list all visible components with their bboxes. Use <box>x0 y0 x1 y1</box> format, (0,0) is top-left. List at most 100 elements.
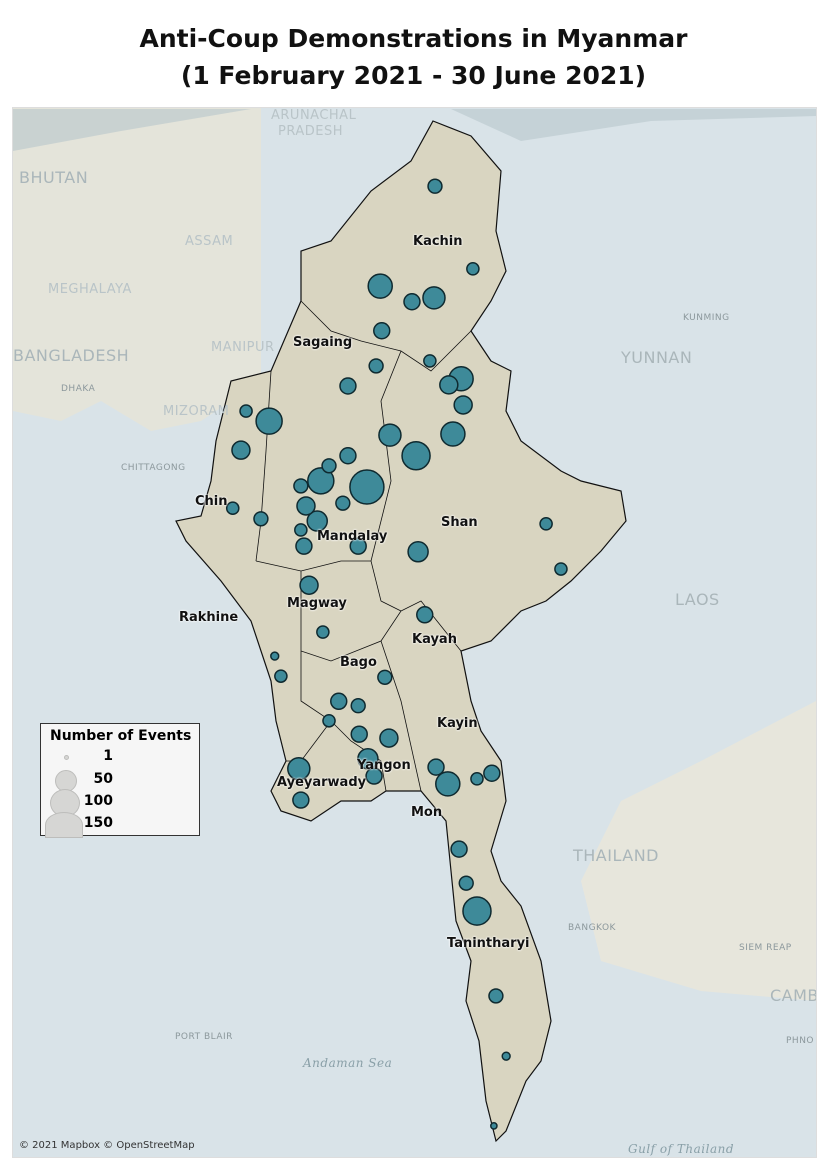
event-bubble[interactable] <box>439 375 459 395</box>
label-bangladesh: BANGLADESH <box>13 346 130 365</box>
region-label-ayeyarwady: Ayeyarwady <box>277 775 367 790</box>
event-bubble[interactable] <box>466 262 480 276</box>
event-bubble[interactable] <box>458 875 474 891</box>
himalaya-relief <box>13 109 816 151</box>
event-bubble[interactable] <box>539 517 553 531</box>
event-bubble[interactable] <box>488 988 504 1004</box>
size-legend: Number of Events 1 50 100 150 <box>40 723 200 838</box>
event-bubble[interactable] <box>379 728 399 748</box>
event-bubble[interactable] <box>255 407 283 435</box>
label-siem-reap: SIEM REAP <box>739 943 792 953</box>
event-bubble[interactable] <box>501 1051 511 1061</box>
map-title: Anti-Coup Demonstrations in Myanmar (1 F… <box>0 20 827 94</box>
event-bubble[interactable] <box>373 322 391 340</box>
event-bubble[interactable] <box>330 692 348 710</box>
label-assam: ASSAM <box>185 234 234 249</box>
event-bubble[interactable] <box>435 771 461 797</box>
map-canvas[interactable]: BHUTAN ARUNACHAL PRADESH ASSAM MEGHALAYA… <box>12 107 817 1158</box>
event-bubble[interactable] <box>270 651 280 661</box>
region-label-kachin: Kachin <box>413 234 463 249</box>
event-bubble[interactable] <box>554 562 568 576</box>
event-bubble[interactable] <box>416 606 434 624</box>
event-bubble[interactable] <box>422 286 446 310</box>
region-label-kayin: Kayin <box>437 716 478 731</box>
event-bubble[interactable] <box>321 458 337 474</box>
region-label-bago: Bago <box>340 655 377 670</box>
event-bubble[interactable] <box>307 467 335 495</box>
event-bubble[interactable] <box>427 758 445 776</box>
event-bubble[interactable] <box>293 478 309 494</box>
legend-value-50: 50 <box>93 771 113 787</box>
event-bubble[interactable] <box>470 772 484 786</box>
event-bubble[interactable] <box>231 440 251 460</box>
event-bubble[interactable] <box>253 511 269 527</box>
region-label-mon: Mon <box>411 805 443 820</box>
event-bubble[interactable] <box>368 358 384 374</box>
event-bubble[interactable] <box>350 725 368 743</box>
legend-title: Number of Events <box>50 728 192 744</box>
region-label-sagaing: Sagaing <box>293 335 353 350</box>
event-bubble[interactable] <box>349 537 367 555</box>
land-region-west <box>13 108 261 431</box>
region-label-kayah: Kayah <box>412 632 457 647</box>
region-label-rakhine: Rakhine <box>179 610 239 625</box>
event-bubble[interactable] <box>423 354 437 368</box>
label-bangkok: BANGKOK <box>568 923 616 933</box>
label-kunming: KUNMING <box>683 313 730 323</box>
label-chittagong: CHITTAGONG <box>121 463 186 473</box>
label-phnom-penh: PHNO <box>786 1036 815 1046</box>
event-bubble[interactable] <box>292 791 310 809</box>
event-bubble[interactable] <box>299 575 319 595</box>
event-bubble[interactable] <box>296 496 316 516</box>
event-bubble[interactable] <box>306 510 328 532</box>
event-bubble[interactable] <box>339 377 357 395</box>
event-bubble[interactable] <box>295 537 313 555</box>
title-line-2: (1 February 2021 - 30 June 2021) <box>180 61 647 90</box>
event-bubble[interactable] <box>403 293 421 311</box>
event-bubble[interactable] <box>294 523 308 537</box>
event-bubble[interactable] <box>427 178 443 194</box>
region-label-yangon: Yangon <box>357 758 411 773</box>
event-bubble[interactable] <box>322 714 336 728</box>
label-cambodia: CAMB <box>770 986 817 1005</box>
event-bubble[interactable] <box>367 273 393 299</box>
region-label-chin: Chin <box>195 494 228 509</box>
event-bubble[interactable] <box>239 404 253 418</box>
land-region-north <box>13 108 816 1001</box>
event-bubble[interactable] <box>274 669 288 683</box>
label-port-blair: PORT BLAIR <box>175 1032 233 1042</box>
label-bhutan: BHUTAN <box>19 168 89 187</box>
label-yunnan: YUNNAN <box>621 348 693 367</box>
region-label-mandalay: Mandalay <box>317 529 388 544</box>
event-bubble[interactable] <box>378 423 402 447</box>
event-bubble[interactable] <box>453 395 473 415</box>
event-bubble[interactable] <box>339 447 357 465</box>
event-bubble[interactable] <box>462 896 492 926</box>
event-bubble[interactable] <box>335 495 351 511</box>
region-label-tanintharyi: Tanintharyi <box>447 936 530 951</box>
event-bubble[interactable] <box>407 540 429 563</box>
legend-value-1: 1 <box>103 748 113 764</box>
event-bubble[interactable] <box>225 501 240 516</box>
map-attribution[interactable]: © 2021 Mapbox © OpenStreetMap <box>19 1140 195 1151</box>
event-bubble[interactable] <box>450 840 468 858</box>
region-label-magway: Magway <box>287 596 347 611</box>
event-bubble[interactable] <box>316 625 330 639</box>
title-line-1: Anti-Coup Demonstrations in Myanmar <box>139 24 688 53</box>
label-dhaka: DHAKA <box>61 384 96 394</box>
event-bubble[interactable] <box>357 747 379 770</box>
event-bubble[interactable] <box>490 1122 498 1130</box>
event-bubble[interactable] <box>349 469 385 505</box>
label-andaman-sea: Andaman Sea <box>303 1056 393 1070</box>
event-bubble[interactable] <box>350 698 366 714</box>
event-bubble[interactable] <box>483 764 501 782</box>
event-bubble[interactable] <box>365 767 383 785</box>
label-mizoram: MIZORAM <box>163 404 230 419</box>
map-svg <box>13 108 816 1143</box>
label-gulf-of-thailand: Gulf of Thailand <box>628 1142 735 1156</box>
event-bubble[interactable] <box>287 757 311 781</box>
event-bubble[interactable] <box>377 669 393 685</box>
label-manipur: MANIPUR <box>211 340 275 355</box>
event-bubble[interactable] <box>401 440 431 471</box>
event-bubble[interactable] <box>440 421 466 447</box>
